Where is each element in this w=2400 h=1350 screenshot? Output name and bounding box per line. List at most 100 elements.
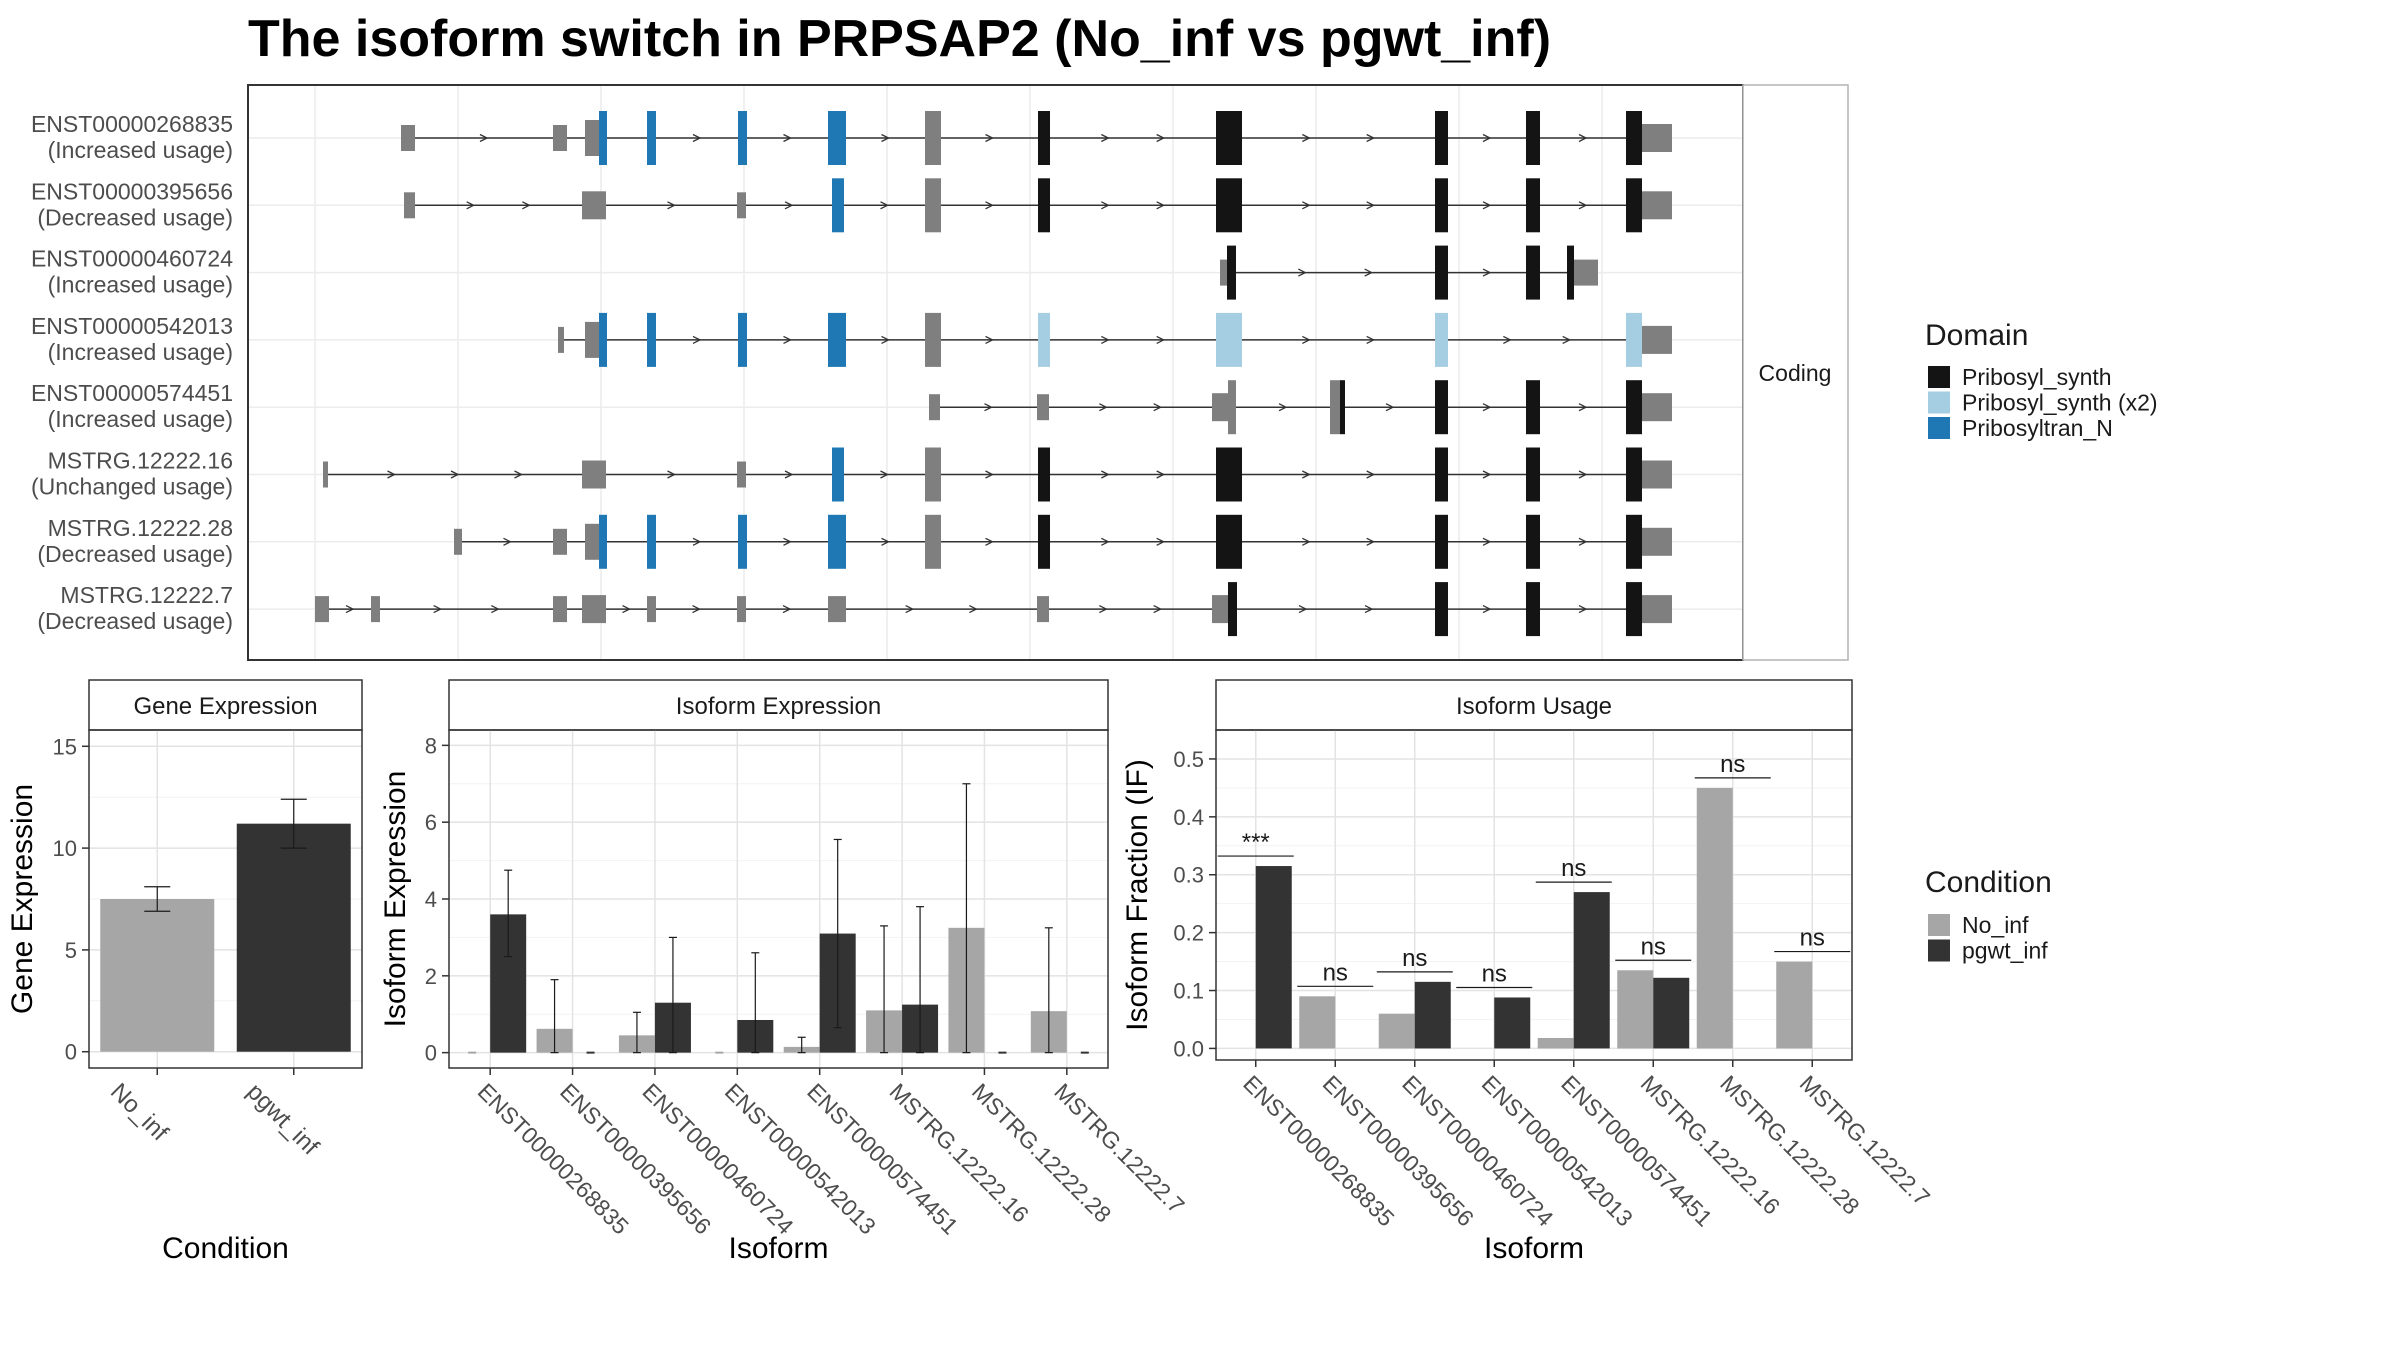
bar-ENST00000395656-No_inf xyxy=(1299,996,1336,1049)
exon xyxy=(1212,393,1228,422)
intron-arrow xyxy=(1302,470,1311,479)
exon xyxy=(553,528,567,555)
x-tick-label: ENST00000395656 xyxy=(555,1078,716,1239)
intron-arrow xyxy=(1482,268,1492,277)
x-tick-label: pgwt_inf xyxy=(242,1078,325,1161)
y-tick-label: 4 xyxy=(425,887,437,912)
exon xyxy=(1526,380,1540,435)
exon xyxy=(925,514,941,569)
structure-panel-border xyxy=(247,84,1744,661)
bar-ENST00000574451-No_inf xyxy=(1537,1038,1574,1049)
exon xyxy=(585,321,599,358)
intron-arrow xyxy=(1366,133,1376,143)
panel-border xyxy=(88,729,363,1069)
exon xyxy=(1330,380,1340,435)
intron-arrow xyxy=(1578,133,1588,143)
exon xyxy=(738,111,747,165)
exon xyxy=(401,125,415,151)
intron-arrow xyxy=(692,537,702,546)
exon xyxy=(1435,312,1448,367)
intron-arrow xyxy=(1278,403,1288,412)
transcript-row-ENST00000268835 xyxy=(401,111,1672,165)
intron-arrow xyxy=(1562,335,1572,344)
intron-arrow xyxy=(1482,201,1492,210)
exon xyxy=(1582,259,1598,286)
exon xyxy=(1228,582,1237,637)
transcript-row-ENST00000542013 xyxy=(558,312,1672,367)
exon xyxy=(647,312,656,367)
intron-arrow xyxy=(1101,335,1110,344)
exon xyxy=(1212,595,1228,624)
intron-arrow xyxy=(881,537,890,546)
exon xyxy=(1642,527,1672,556)
transcript-row-ENST00000460724 xyxy=(1220,245,1598,300)
exon xyxy=(828,111,846,165)
exon xyxy=(1526,178,1540,233)
significance-label: ns xyxy=(1800,925,1825,952)
exon xyxy=(925,447,941,502)
x-axis-title: Isoform xyxy=(728,1232,828,1265)
exon xyxy=(832,447,844,502)
bar-MSTRG.12222.7-No_inf xyxy=(1776,961,1813,1049)
intron-arrow xyxy=(1366,335,1376,344)
exon xyxy=(1038,178,1050,233)
intron-arrow xyxy=(985,537,994,546)
transcript-row-MSTRG.12222.16 xyxy=(323,447,1672,502)
exon xyxy=(1037,596,1049,623)
exon xyxy=(1038,312,1050,367)
intron-arrow xyxy=(522,201,531,210)
exon xyxy=(1626,380,1642,435)
domain-legend-title: Domain xyxy=(1925,319,2028,352)
y-tick-label: 0.0 xyxy=(1173,1036,1204,1061)
bar-pgwt_inf-values xyxy=(236,823,351,1052)
exon xyxy=(1216,178,1242,233)
panel-strip-title: Isoform Usage xyxy=(1456,693,1612,720)
exon xyxy=(1435,447,1448,502)
y-axis-title: Isoform Fraction (IF) xyxy=(1121,759,1154,1031)
y-tick-label: 0.3 xyxy=(1173,863,1204,888)
intron-arrow xyxy=(466,201,476,210)
exon xyxy=(737,596,746,623)
domain-legend-label: Pribosyl_synth (x2) xyxy=(1962,390,2158,416)
intron-arrow xyxy=(1156,201,1166,210)
y-tick-label: 6 xyxy=(425,810,437,835)
transcript-id-label: MSTRG.12222.16 xyxy=(48,448,233,474)
transcript-label-ENST00000395656: ENST00000395656(Decreased usage) xyxy=(31,178,233,230)
intron-arrow xyxy=(1482,403,1492,412)
transcript-label-MSTRG.12222.7: MSTRG.12222.7(Decreased usage) xyxy=(37,582,233,634)
exon xyxy=(828,514,846,569)
exon xyxy=(404,192,415,219)
domain-legend-label: Pribosyltran_N xyxy=(1962,415,2113,441)
exon xyxy=(1626,312,1642,367)
transcript-id-label: ENST00000268835 xyxy=(31,111,233,137)
transcript-usage-label: (Decreased usage) xyxy=(37,541,233,567)
exon xyxy=(1642,595,1672,624)
exon xyxy=(1435,582,1448,637)
significance-label: *** xyxy=(1242,829,1270,856)
transcript-label-ENST00000460724: ENST00000460724(Increased usage) xyxy=(31,246,233,298)
bar-MSTRG.12222.16-pgwt_inf xyxy=(1653,977,1690,1049)
exon xyxy=(1037,394,1049,421)
transcript-row-MSTRG.12222.28 xyxy=(454,514,1672,569)
intron-arrow xyxy=(984,403,993,412)
x-tick-label: ENST00000268835 xyxy=(1238,1070,1399,1231)
intron-arrow xyxy=(905,605,915,614)
transcript-id-label: ENST00000395656 xyxy=(31,178,233,204)
intron-arrow xyxy=(622,605,631,614)
transcript-usage-label: (Increased usage) xyxy=(48,406,233,432)
exon xyxy=(647,514,656,569)
intron-arrow xyxy=(1153,403,1163,412)
exon xyxy=(315,596,329,623)
exon xyxy=(1626,582,1642,637)
intron-arrow xyxy=(985,470,994,479)
exon xyxy=(1626,447,1642,502)
x-tick-label: ENST00000542013 xyxy=(720,1078,881,1239)
y-tick-label: 0 xyxy=(425,1041,437,1066)
domain-legend-key xyxy=(1928,391,1950,414)
intron-arrow xyxy=(1482,537,1492,546)
exon xyxy=(1216,111,1242,165)
significance-label: ns xyxy=(1641,933,1666,960)
panel-strip xyxy=(88,679,363,731)
